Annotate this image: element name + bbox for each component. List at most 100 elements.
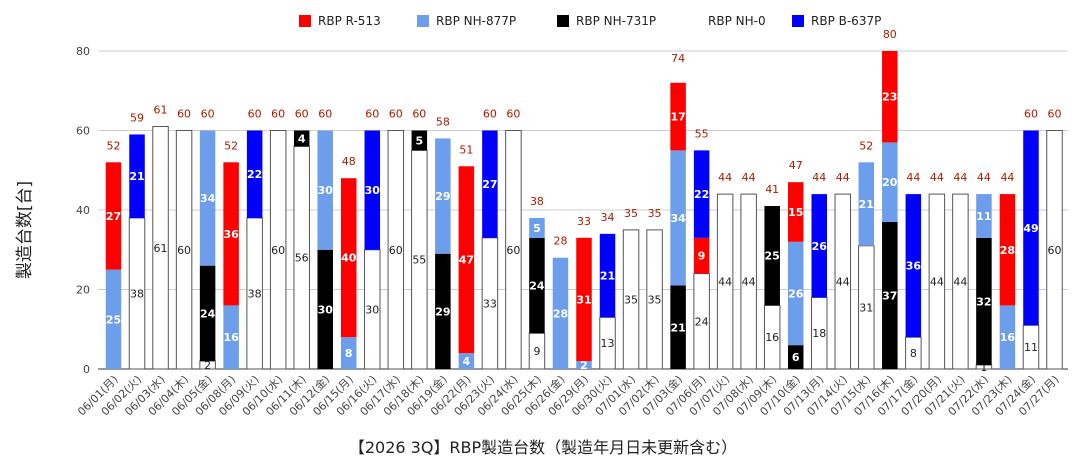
bar-value-label: 33	[483, 297, 497, 310]
bar-segment	[152, 126, 169, 370]
bar-segment	[999, 305, 1016, 369]
bar-value-label: 5	[415, 134, 423, 147]
bar-group: 21 34 17 74	[670, 52, 686, 369]
bar-segment	[529, 237, 545, 334]
bar-group: 60 60	[175, 108, 193, 370]
bar-value-label: 60	[177, 244, 191, 257]
bar-segment	[905, 194, 922, 338]
bar-segment	[693, 150, 710, 238]
bar-value-label: 2	[204, 359, 211, 372]
legend-item: RBP NH-731P	[557, 14, 656, 28]
legend-label: RBP B-637P	[811, 14, 881, 28]
chart-title: 【2026 3Q】RBP製造台数（製造年月日未更新含む）	[349, 438, 737, 457]
bar-total-label: 44	[977, 171, 991, 184]
bar-segment	[716, 193, 734, 370]
bar-value-label: 29	[435, 190, 450, 203]
bar-value-label: 26	[788, 287, 804, 300]
bar-value-label: 13	[601, 337, 615, 350]
bar-group: 28 28	[552, 235, 569, 369]
y-tick-label: 40	[76, 204, 90, 217]
bar-segment	[787, 241, 804, 346]
bar-segment	[552, 257, 569, 369]
x-tick-labels: 06/01(月)06/02(火)06/03(水)06/04(木)06/05(金)…	[75, 372, 1061, 418]
bar-value-label: 11	[976, 210, 991, 223]
legend-item: RBP R-513	[299, 14, 381, 28]
bar-segment	[129, 134, 145, 218]
bar-total-label: 61	[154, 104, 168, 117]
bar-group: 9 24 5 38	[528, 195, 546, 370]
bar-value-label: 23	[882, 91, 897, 104]
bar-group: 29 29 58	[435, 115, 451, 369]
bar-group: 44 44	[740, 171, 757, 370]
bar-segment	[435, 253, 451, 369]
bar-total-label: 52	[224, 139, 238, 152]
bar-value-label: 24	[695, 315, 709, 328]
bar-segment	[293, 130, 310, 147]
bar-segment	[858, 162, 875, 246]
legend-item: RBP NH-0	[708, 14, 766, 28]
bar-value-label: 21	[129, 170, 144, 183]
bar-segment	[411, 130, 428, 151]
bar-segment	[599, 233, 616, 318]
bar-total-label: 44	[906, 171, 920, 184]
bar-value-label: 22	[694, 188, 709, 201]
bar-value-label: 55	[412, 254, 426, 267]
bar-group: 61 61	[152, 104, 169, 370]
bar-group: 60 60	[505, 108, 522, 370]
bar-value-label: 15	[788, 206, 803, 219]
bar-value-label: 26	[812, 240, 828, 253]
bar-value-label: 47	[459, 254, 474, 267]
bar-total-label: 35	[624, 207, 638, 220]
bar-total-label: 60	[201, 108, 215, 121]
bar-value-label: 25	[765, 250, 780, 263]
bar-value-label: 44	[742, 276, 756, 289]
bar-segment	[882, 221, 898, 369]
bar-value-label: 60	[506, 244, 520, 257]
bar-group: 16 28 44	[999, 171, 1016, 369]
bar-value-label: 21	[670, 321, 685, 334]
bar-value-label: 32	[976, 295, 991, 308]
bar-total-label: 60	[365, 108, 379, 121]
bar-value-label: 24	[529, 280, 545, 293]
bar-value-label: 38	[248, 287, 262, 300]
bar-segment	[670, 82, 686, 151]
bar-group: 60 60	[269, 108, 287, 370]
bar-segment	[646, 229, 663, 370]
bar-segment	[199, 130, 216, 266]
bar-value-label: 30	[365, 184, 381, 197]
bar-value-label: 29	[435, 305, 450, 318]
bar-value-label: 8	[345, 347, 353, 360]
bar-value-label: 5	[533, 222, 541, 235]
bar-value-label: 35	[648, 293, 662, 306]
bar-segment	[693, 237, 710, 274]
bar-total-label: 28	[553, 235, 567, 248]
legend-label: RBP R-513	[318, 14, 381, 28]
bar-value-label: 16	[223, 331, 239, 344]
bar-segment	[1046, 130, 1063, 370]
bar-group: 35 35	[646, 207, 663, 370]
bar-value-label: 44	[930, 276, 944, 289]
bar-segment	[223, 305, 239, 369]
bar-value-label: 40	[341, 252, 357, 265]
bar-group: 30 30 60	[317, 108, 333, 369]
bar-group: 1 32 11 44	[975, 171, 993, 374]
bar-total-label: 58	[436, 115, 450, 128]
bar-segment	[175, 130, 193, 370]
y-tick-label: 20	[76, 284, 90, 297]
bar-value-label: 22	[247, 168, 262, 181]
bar-segment	[670, 150, 686, 286]
bar-value-label: 28	[1000, 244, 1015, 257]
bar-total-label: 60	[271, 108, 285, 121]
bar-value-label: 9	[698, 250, 706, 263]
bar-value-label: 25	[106, 313, 121, 326]
bar-segment	[976, 237, 992, 366]
bar-total-label: 52	[107, 139, 121, 152]
bar-segment	[458, 353, 475, 369]
bar-group: 24 9 22 55	[693, 127, 710, 370]
bar-segment	[928, 193, 946, 370]
legend-swatch	[299, 15, 311, 27]
bar-total-label: 48	[342, 155, 356, 168]
bar-total-label: 52	[859, 139, 873, 152]
bar-total-label: 44	[718, 171, 732, 184]
